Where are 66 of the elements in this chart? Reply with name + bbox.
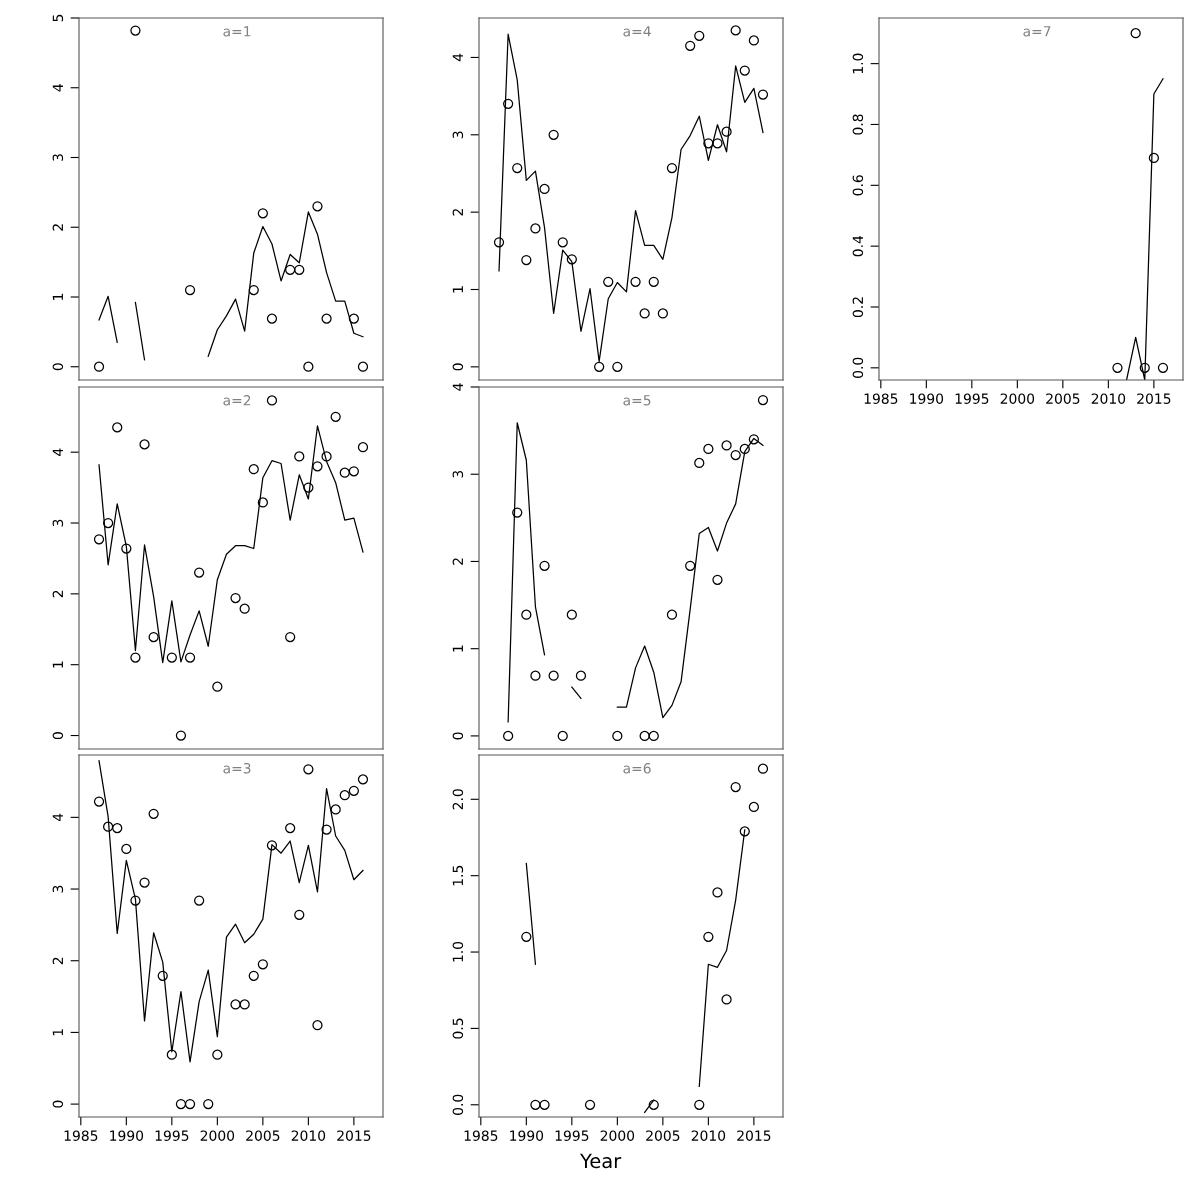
x-tick-label: 2015 [337,1130,371,1141]
y-tick-label: 0 [452,363,464,371]
y-tick-label: 5 [52,14,64,22]
y-tick-label: 2 [52,957,63,965]
y-tick-label: 1 [52,661,63,668]
y-tick-label: 0 [52,732,64,740]
annotation: a=2 [223,395,251,406]
annotation: a=7 [1023,26,1051,37]
y-tick-label: 0.0 [852,357,864,378]
y-tick-label: 0.8 [852,114,864,135]
x-tick-label: 1990 [910,393,944,404]
y-tick-label: 0.4 [852,235,864,257]
x-tick-label: 1990 [510,1130,544,1141]
x-tick-label: 1995 [155,1130,189,1141]
x-axis-title: Year [579,1153,622,1169]
y-tick-label: 4 [452,383,463,391]
y-tick-label: 4 [52,84,63,92]
y-tick-label: 0 [452,732,464,740]
y-tick-label: 1 [452,645,463,652]
x-tick-label: 1995 [955,393,989,404]
y-tick-label: 1.0 [452,941,464,962]
x-tick-label: 2015 [1137,393,1171,404]
y-tick-label: 2.0 [452,789,464,810]
x-tick-label: 2005 [646,1130,680,1141]
x-tick-label: 2000 [1000,393,1035,404]
y-tick-label: 0 [52,1100,64,1108]
x-tick-label: 2010 [691,1130,726,1141]
y-tick-label: 0.5 [452,1018,464,1039]
x-tick-label: 2015 [737,1130,771,1141]
y-tick-label: 2 [452,209,463,216]
y-tick-label: 2 [452,558,463,565]
annotation: a=5 [623,395,651,406]
x-tick-label: 1995 [555,1130,589,1141]
y-tick-label: 3 [52,154,64,161]
y-tick-label: 1 [452,286,463,293]
y-tick-label: 0.0 [452,1094,464,1115]
x-tick-label: 2005 [1046,393,1080,404]
y-tick-label: 3 [52,885,64,893]
y-tick-label: 1 [52,293,63,300]
y-tick-label: 4 [52,448,63,456]
x-tick-label: 1990 [110,1130,144,1141]
y-tick-label: 0.6 [852,175,864,196]
x-tick-label: 1985 [864,393,898,404]
annotation: a=4 [623,26,651,37]
x-tick-label: 2010 [1091,393,1126,404]
y-tick-label: 2 [52,590,63,598]
x-tick-label: 1985 [464,1130,498,1141]
y-tick-label: 2 [52,224,63,231]
y-tick-label: 1 [52,1029,63,1036]
x-tick-label: 2010 [291,1130,326,1141]
annotation: a=3 [223,763,251,774]
x-tick-label: 2000 [200,1130,235,1141]
x-tick-label: 1985 [64,1130,98,1141]
y-tick-label: 4 [452,53,463,62]
y-tick-label: 0 [52,363,64,371]
y-tick-label: 3 [452,131,464,139]
y-tick-label: 0.2 [852,297,864,318]
annotation: a=6 [623,763,651,774]
y-tick-label: 3 [52,519,64,527]
x-tick-label: 2005 [246,1130,280,1141]
y-tick-label: 1.5 [452,865,464,886]
y-tick-label: 3 [452,470,464,478]
x-tick-label: 2000 [600,1130,635,1141]
y-tick-label: 4 [52,813,63,822]
annotation: a=1 [223,26,251,37]
y-tick-label: 1.0 [852,53,864,74]
